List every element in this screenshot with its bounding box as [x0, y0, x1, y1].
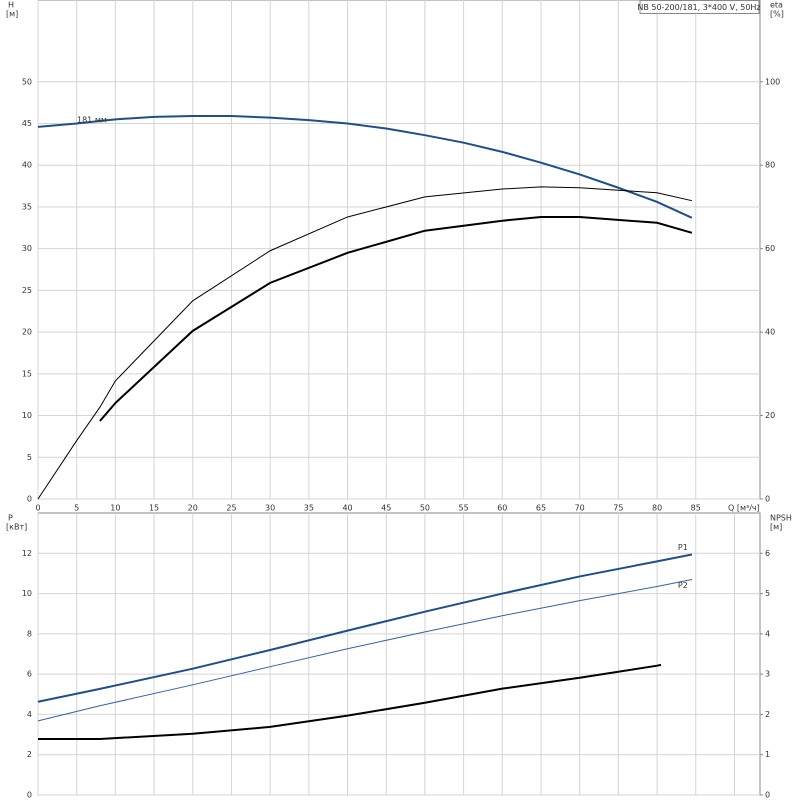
- curve: [37, 553, 693, 703]
- y2-axis-unit: [м]: [770, 523, 782, 532]
- series-label: P2: [678, 581, 688, 590]
- y-tick-label: 5: [27, 453, 32, 462]
- curve: [37, 578, 693, 722]
- x-tick-label: 60: [497, 504, 507, 513]
- y2-tick-label: 5: [765, 589, 770, 598]
- y-tick-label: 20: [22, 328, 32, 337]
- y2-tick-label: 6: [765, 549, 770, 558]
- y-tick-label: 12: [22, 549, 32, 558]
- curve: [99, 215, 693, 422]
- y2-axis-label: eta: [770, 1, 783, 10]
- curve: [37, 186, 693, 500]
- x-tick-label: 25: [226, 504, 236, 513]
- plot-frame: [37, 512, 761, 796]
- y-tick-label: 40: [22, 161, 32, 170]
- plot-frame: [37, 0, 761, 500]
- x-tick-label: 5: [74, 504, 79, 513]
- chart-title: NB 50-200/181, 3*400 V, 50Hz: [637, 3, 760, 12]
- y2-tick-label: 20: [765, 411, 775, 420]
- y-tick-label: 10: [22, 589, 32, 598]
- x-tick-label: 65: [536, 504, 546, 513]
- y-tick-label: 15: [22, 369, 32, 378]
- y2-tick-label: 0: [765, 791, 770, 800]
- y-tick-label: 35: [22, 202, 32, 211]
- x-tick-label: 20: [188, 504, 198, 513]
- x-tick-label: 0: [35, 504, 40, 513]
- x-tick-label: 85: [691, 504, 701, 513]
- y2-tick-label: 100: [765, 77, 780, 86]
- curve: [38, 663, 662, 741]
- y2-axis-unit: [%]: [770, 10, 784, 19]
- y2-tick-label: 1: [765, 750, 770, 759]
- y2-tick-label: 4: [765, 629, 770, 638]
- x-tick-label: 75: [613, 504, 623, 513]
- y-tick-label: 0: [27, 791, 32, 800]
- y-tick-label: 2: [27, 750, 32, 759]
- y-tick-label: 6: [27, 670, 32, 679]
- x-tick-label: 40: [342, 504, 352, 513]
- y-axis-unit: [м]: [6, 10, 18, 19]
- title-box: [639, 0, 760, 14]
- y2-axis-label: NPSH: [770, 514, 792, 523]
- y-tick-label: 50: [22, 77, 32, 86]
- x-tick-label: 35: [304, 504, 314, 513]
- x-tick-label: 15: [149, 504, 159, 513]
- x-tick-label: 30: [265, 504, 275, 513]
- y-tick-label: 0: [27, 495, 32, 504]
- y-tick-label: 25: [22, 286, 32, 295]
- y-tick-label: 8: [27, 629, 32, 638]
- y-tick-label: 4: [27, 710, 32, 719]
- curve-annotation: 181 мм: [77, 116, 107, 125]
- y2-tick-label: 3: [765, 670, 770, 679]
- y2-tick-label: 60: [765, 244, 775, 253]
- y2-tick-label: 40: [765, 328, 775, 337]
- y-tick-label: 10: [22, 411, 32, 420]
- x-tick-label: 70: [575, 504, 585, 513]
- x-tick-label: 55: [459, 504, 469, 513]
- y-axis-label: P: [8, 514, 13, 523]
- x-tick-label: 80: [652, 504, 662, 513]
- y2-tick-label: 80: [765, 161, 775, 170]
- y-axis-label: H: [8, 1, 14, 10]
- y-tick-label: 45: [22, 119, 32, 128]
- y-axis-unit: [кВт]: [6, 523, 27, 532]
- y-tick-label: 30: [22, 244, 32, 253]
- y2-tick-label: 2: [765, 710, 770, 719]
- series-label: P1: [678, 543, 688, 552]
- curve: [37, 114, 693, 219]
- x-tick-label: 50: [420, 504, 430, 513]
- x-tick-label: 45: [381, 504, 391, 513]
- y2-tick-label: 0: [765, 495, 770, 504]
- x-axis-label: Q [м³/ч]: [728, 504, 760, 513]
- x-tick-label: 10: [110, 504, 120, 513]
